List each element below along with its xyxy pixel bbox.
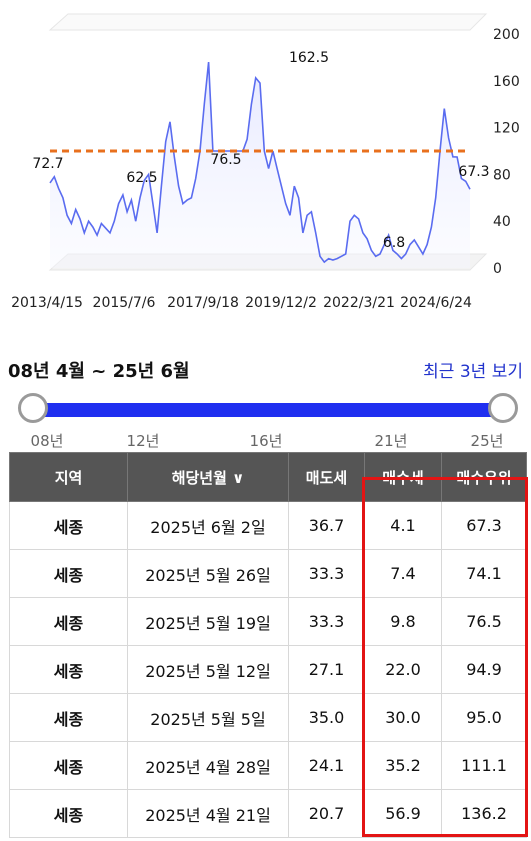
date-cell: 2025년 5월 12일 xyxy=(127,645,289,694)
buy-cell: 7.4 xyxy=(364,549,442,598)
date-cell: 2025년 4월 21일 xyxy=(127,789,289,838)
y-tick-label: 80 xyxy=(493,167,511,183)
x-tick-label: 2022/3/21 xyxy=(323,295,395,311)
date-cell: 2025년 5월 19일 xyxy=(127,597,289,646)
series-area xyxy=(50,62,470,268)
data-label: 6.8 xyxy=(383,235,405,251)
x-tick-label: 2019/12/2 xyxy=(245,295,317,311)
data-label: 72.7 xyxy=(32,156,63,172)
region-cell: 세종 xyxy=(9,645,128,694)
buy-cell: 4.1 xyxy=(364,501,442,550)
sell-cell: 24.1 xyxy=(288,741,365,790)
date-cell: 2025년 4월 28일 xyxy=(127,741,289,790)
data-label: 162.5 xyxy=(289,50,329,66)
recent-3-years-link[interactable]: 최근 3년 보기 xyxy=(423,362,523,382)
col-region-header: 지역 xyxy=(9,452,128,502)
sell-cell: 35.0 xyxy=(288,693,365,742)
table-row: 세종 2025년 5월 5일 35.0 30.0 95.0 xyxy=(9,693,527,742)
table-row: 세종 2025년 5월 12일 27.1 22.0 94.9 xyxy=(9,645,527,694)
table-row: 세종 2025년 4월 28일 24.1 35.2 111.1 xyxy=(9,741,527,790)
table-row: 세종 2025년 5월 26일 33.3 7.4 74.1 xyxy=(9,549,527,598)
y-tick-label: 160 xyxy=(493,74,520,90)
region-cell: 세종 xyxy=(9,549,128,598)
region-cell: 세종 xyxy=(9,597,128,646)
slider-tick: 21년 xyxy=(374,432,408,450)
slider-tick: 25년 xyxy=(470,432,504,450)
sell-cell: 27.1 xyxy=(288,645,365,694)
slider-end-handle[interactable] xyxy=(488,393,518,423)
date-cell: 2025년 5월 26일 xyxy=(127,549,289,598)
y-tick-label: 0 xyxy=(493,261,502,277)
table-header-row: 지역 해당년월 ∨ 매도세 매수세 매수우위 xyxy=(9,452,527,502)
data-label: 67.3 xyxy=(458,164,489,180)
buy-advantage-cell: 74.1 xyxy=(441,549,527,598)
y-axis-ticks: 0 40 80 120 160 200 xyxy=(493,27,520,277)
region-cell: 세종 xyxy=(9,501,128,550)
buy-advantage-cell: 95.0 xyxy=(441,693,527,742)
slider-start-handle[interactable] xyxy=(18,393,48,423)
x-tick-label: 2013/4/15 xyxy=(11,295,83,311)
col-sell-header: 매도세 xyxy=(288,452,365,502)
buy-advantage-cell: 136.2 xyxy=(441,789,527,838)
region-cell: 세종 xyxy=(9,789,128,838)
slider-tick: 08년 xyxy=(30,432,64,450)
table-row: 세종 2025년 6월 2일 36.7 4.1 67.3 xyxy=(9,501,527,550)
market-table: 지역 해당년월 ∨ 매도세 매수세 매수우위 세종 2025년 6월 2일 36.7… xyxy=(9,452,527,838)
date-cell: 2025년 6월 2일 xyxy=(127,501,289,550)
buy-cell: 35.2 xyxy=(364,741,442,790)
data-label: 62.5 xyxy=(126,170,157,186)
buy-advantage-cell: 94.9 xyxy=(441,645,527,694)
series-line xyxy=(49,62,471,264)
data-label: 76.5 xyxy=(210,152,241,168)
date-cell: 2025년 5월 5일 xyxy=(127,693,289,742)
buy-cell: 9.8 xyxy=(364,597,442,646)
sell-cell: 33.3 xyxy=(288,597,365,646)
buy-advantage-cell: 76.5 xyxy=(441,597,527,646)
date-range-slider[interactable] xyxy=(18,393,518,427)
buy-advantage-cell: 67.3 xyxy=(441,501,527,550)
buy-cell: 30.0 xyxy=(364,693,442,742)
table-row: 세종 2025년 4월 21일 20.7 56.9 136.2 xyxy=(9,789,527,838)
buy-advantage-cell: 111.1 xyxy=(441,741,527,790)
region-cell: 세종 xyxy=(9,693,128,742)
table-row: 세종 2025년 5월 19일 33.3 9.8 76.5 xyxy=(9,597,527,646)
slider-tick: 16년 xyxy=(249,432,283,450)
y-tick-label: 40 xyxy=(493,214,511,230)
col-buy-advantage-header: 매수우위 xyxy=(441,452,527,502)
x-axis-ticks: 2013/4/15 2015/7/6 2017/9/18 2019/12/2 2022/… xyxy=(11,295,472,311)
chart-top-face xyxy=(48,13,488,31)
slider-track[interactable] xyxy=(34,403,502,417)
region-cell: 세종 xyxy=(9,741,128,790)
sell-cell: 33.3 xyxy=(288,549,365,598)
sell-cell: 36.7 xyxy=(288,501,365,550)
col-date-header[interactable]: 해당년월 ∨ xyxy=(127,452,289,502)
line-chart: 0 40 80 120 160 200 2013/4/15 2015/7/6 2017/9/1… xyxy=(11,13,520,311)
sell-cell: 20.7 xyxy=(288,789,365,838)
slider-tick: 12년 xyxy=(126,432,160,450)
col-buy-header: 매수세 xyxy=(364,452,442,502)
buy-cell: 56.9 xyxy=(364,789,442,838)
slider-tick-labels: 08년 12년 16년 21년 25년 xyxy=(0,430,531,450)
x-tick-label: 2017/9/18 xyxy=(167,295,239,311)
y-tick-label: 120 xyxy=(493,121,520,137)
buy-cell: 22.0 xyxy=(364,645,442,694)
data-annotations: 72.7 62.5 76.5 162.5 6.8 67.3 xyxy=(32,50,489,251)
x-tick-label: 2024/6/24 xyxy=(400,295,472,311)
date-range-title: 08년 4월 ~ 25년 6월 xyxy=(8,361,190,382)
y-tick-label: 200 xyxy=(493,27,520,43)
x-tick-label: 2015/7/6 xyxy=(93,295,156,311)
